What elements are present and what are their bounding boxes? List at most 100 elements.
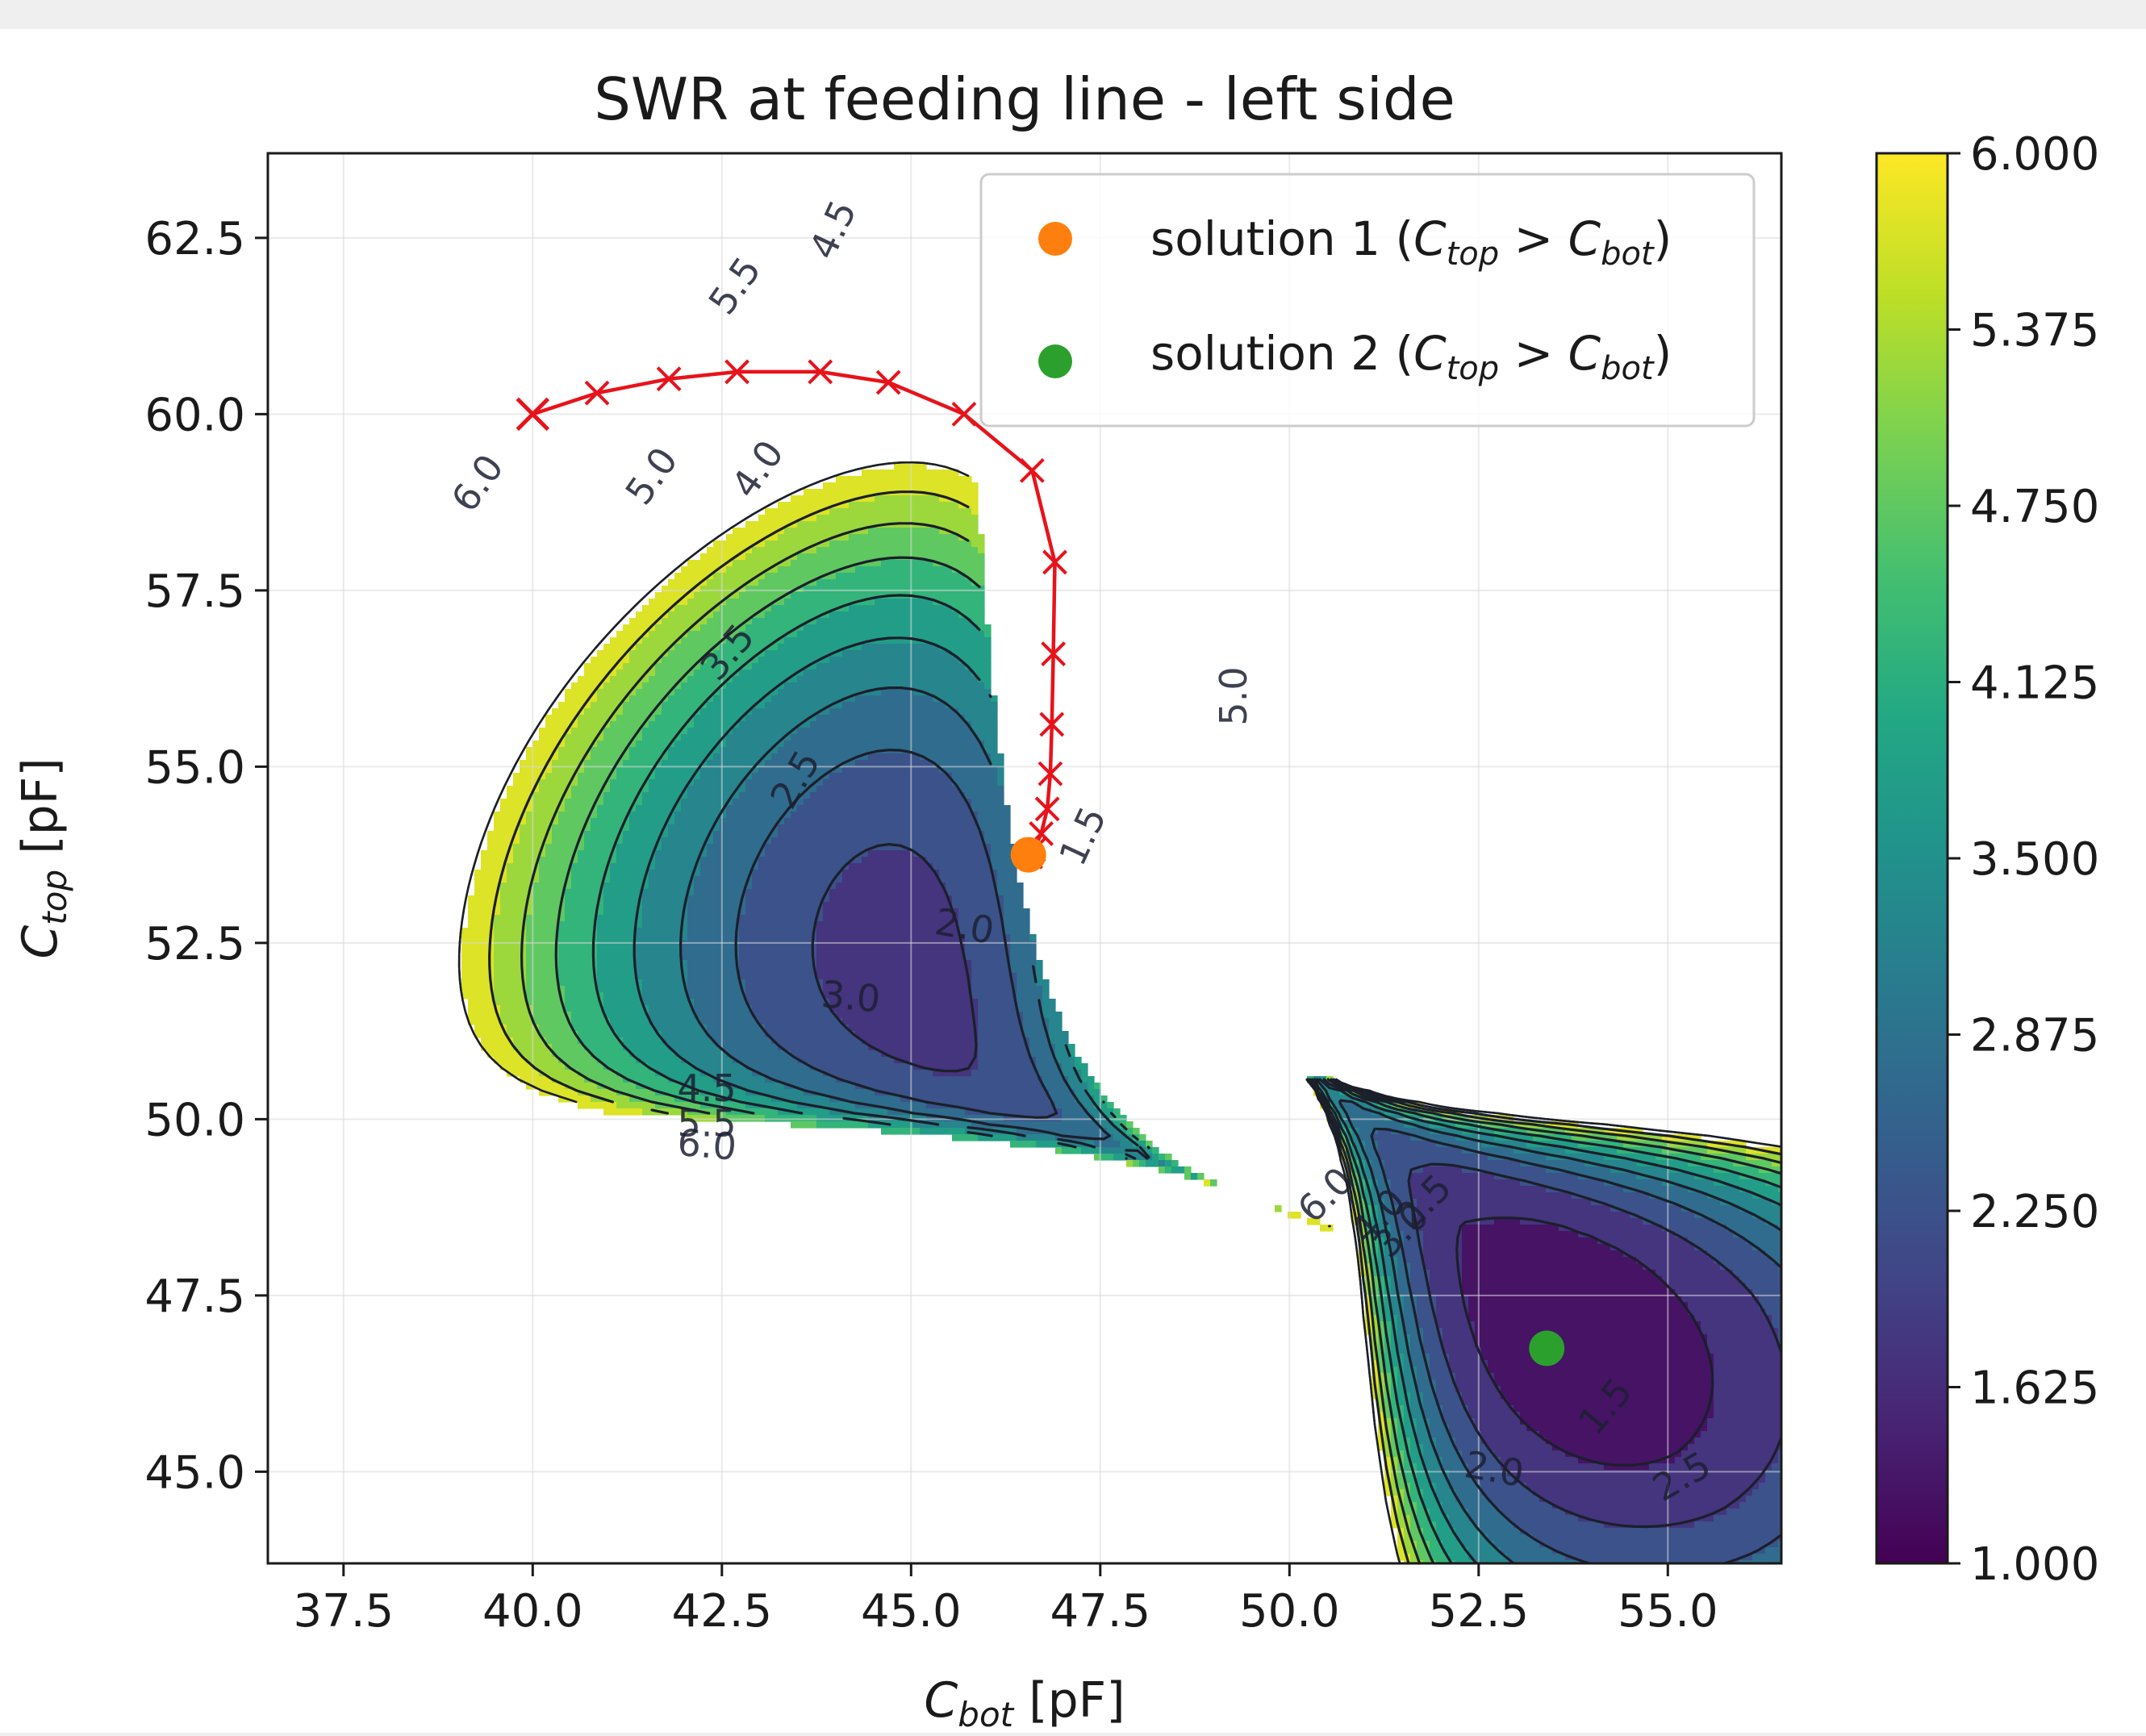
contour-fill-cell: [584, 708, 624, 716]
optimization-step-marker: [1042, 549, 1067, 575]
contour-fill-cell: [1410, 1450, 1424, 1458]
contour-fill-cell: [952, 650, 992, 657]
contour-fill-cell: [1449, 1476, 1476, 1484]
contour-fill-cell: [1726, 1509, 1781, 1516]
contour-fill-cell: [1714, 1166, 1760, 1174]
contour-fill-cell: [1423, 1496, 1437, 1503]
contour-fill-cell: [1778, 1541, 1781, 1548]
contour-fill-cell: [1546, 1438, 1695, 1445]
contour-fill-cell: [1378, 1399, 1385, 1406]
contour-fill-cell: [687, 960, 740, 967]
contour-fill-cell: [1417, 1315, 1437, 1322]
contour-fill-cell: [642, 979, 688, 987]
contour-fill-cell: [1707, 1192, 1753, 1200]
contour-fill-cell: [1333, 1102, 1340, 1109]
contour-fill-cell: [765, 844, 992, 851]
contour-fill-cell: [752, 618, 817, 625]
contour-fill-cell: [629, 618, 662, 625]
contour-fill-cell: [836, 1012, 979, 1019]
contour-fill-cell: [681, 1083, 727, 1090]
contour-fill-cell: [713, 695, 772, 703]
contour-fill-cell: [958, 657, 992, 664]
contour-fill-cell: [1436, 1315, 1469, 1322]
contour-fill-cell: [674, 644, 720, 651]
contour-fill-cell: [1378, 1328, 1385, 1335]
contour-fill-cell: [610, 1024, 656, 1032]
contour-fill-cell: [662, 702, 708, 709]
contour-fill-cell: [1423, 1341, 1443, 1348]
contour-fill-cell: [1488, 1444, 1553, 1451]
contour-fill-cell: [520, 766, 553, 774]
contour-fill-cell: [1417, 1321, 1437, 1329]
contour-fill-cell: [616, 857, 656, 864]
y-axis-label: Ctop [pF]: [12, 757, 74, 958]
contour-fill-cell: [649, 721, 695, 728]
contour-fill-cell: [1436, 1141, 1482, 1148]
contour-fill-cell: [997, 883, 1024, 890]
contour-fill-cell: [1423, 1405, 1443, 1413]
contour-fill-cell: [674, 1050, 727, 1058]
contour-fill-cell: [791, 1050, 882, 1058]
contour-fill-cell: [526, 966, 559, 974]
contour-fill-cell: [1404, 1425, 1417, 1432]
contour-fill-cell: [1513, 1405, 1714, 1413]
contour-fill-cell: [687, 928, 740, 935]
contour-fill-cell: [1165, 1154, 1172, 1161]
contour-fill-cell: [1714, 1354, 1781, 1361]
contour-fill-cell: [532, 1012, 572, 1019]
contour-fill-cell: [1372, 1237, 1379, 1245]
contour-fill-cell: [629, 1095, 675, 1103]
contour-fill-cell: [726, 566, 779, 574]
contour-fill-cell: [636, 611, 669, 619]
contour-fill-cell: [1759, 1483, 1781, 1490]
optimization-step-marker: [516, 397, 550, 432]
contour-fill-cell: [558, 966, 598, 974]
contour-fill-cell: [752, 1012, 837, 1019]
contour-fill-cell: [494, 954, 527, 961]
contour-fill-cell: [1455, 1489, 1482, 1496]
contour-fill-cell: [1584, 1160, 1637, 1167]
contour-fill-cell: [739, 915, 824, 922]
x-tick-label: 37.5: [293, 1585, 394, 1638]
contour-fill-cell: [616, 844, 662, 851]
contour-fill-cell: [1772, 1257, 1781, 1264]
contour-fill-cell: [520, 1050, 553, 1058]
contour-fill-cell: [565, 1083, 598, 1090]
contour-fill-cell: [681, 805, 727, 812]
contour-fill-cell: [1029, 934, 1037, 941]
contour-fill-cell: [784, 818, 979, 825]
contour-fill-cell: [700, 857, 759, 864]
contour-fill-cell: [1739, 1186, 1779, 1193]
contour-fill-cell: [629, 812, 675, 819]
contour-fill-cell: [1539, 1496, 1747, 1503]
contour-fill-cell: [1468, 1315, 1695, 1322]
contour-fill-cell: [939, 876, 998, 883]
contour-fill-cell: [1378, 1179, 1392, 1187]
contour-fill-cell: [1417, 1367, 1430, 1374]
contour-fill-cell: [1365, 1205, 1372, 1212]
contour-fill-cell: [500, 799, 533, 806]
contour-fill-cell: [687, 728, 733, 735]
contour-fill-cell: [700, 766, 759, 774]
contour-fill-cell: [1417, 1463, 1424, 1471]
contour-fill-cell: [461, 954, 495, 961]
contour-fill-cell: [1714, 1373, 1781, 1380]
contour-fill-cell: [868, 850, 914, 858]
contour-fill-cell: [558, 934, 598, 941]
contour-fill-cell: [1397, 1276, 1411, 1283]
contour-fill-cell: [1075, 1057, 1082, 1064]
contour-fill-cell: [1765, 1308, 1781, 1316]
contour-fill-cell: [636, 689, 675, 696]
contour-fill-cell: [1468, 1547, 1501, 1554]
contour-fill-cell: [1372, 1392, 1379, 1400]
contour-fill-cell: [526, 1083, 566, 1090]
contour-fill-cell: [1384, 1328, 1392, 1335]
contour-fill-cell: [1423, 1347, 1443, 1354]
contour-fill-cell: [1746, 1237, 1781, 1245]
contour-fill-cell: [1578, 1231, 1676, 1238]
contour-fill-cell: [1675, 1289, 1753, 1296]
contour-fill-cell: [1462, 1263, 1643, 1271]
contour-fill-cell: [745, 1102, 798, 1109]
contour-fill-cell: [1688, 1186, 1740, 1193]
contour-fill-cell: [694, 670, 740, 677]
